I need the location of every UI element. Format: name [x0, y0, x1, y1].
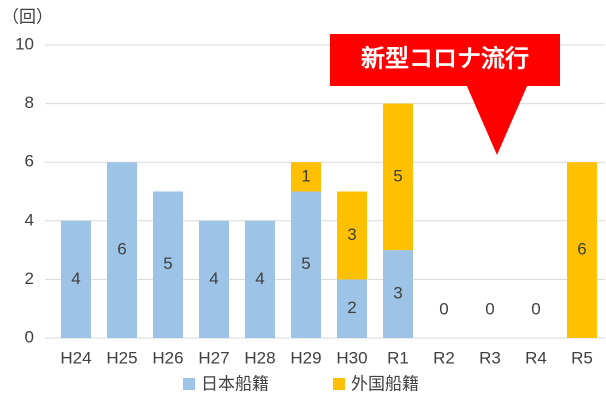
- legend-swatch: [333, 378, 345, 390]
- bar-segment: [291, 191, 321, 338]
- x-tick-label: H25: [106, 348, 137, 367]
- annotation-text: 新型コロナ流行: [361, 44, 529, 72]
- y-tick-label: 10: [15, 34, 34, 53]
- data-label: 0: [485, 299, 494, 318]
- data-label: 0: [439, 299, 448, 318]
- legend-swatch: [183, 378, 195, 390]
- data-label: 5: [301, 254, 310, 273]
- x-tick-label: R1: [387, 348, 409, 367]
- y-tick-label: 4: [25, 210, 34, 229]
- x-tick-label: H29: [290, 348, 321, 367]
- bar-segment: [383, 103, 413, 251]
- data-label: 4: [255, 269, 264, 288]
- bar-segment: [337, 191, 367, 280]
- y-tick-label: 8: [25, 93, 34, 112]
- bar-segment: [291, 162, 321, 192]
- data-label: 6: [577, 240, 586, 259]
- bar-segment: [337, 279, 367, 338]
- x-tick-label: H24: [60, 348, 91, 367]
- callout-box: [330, 34, 560, 86]
- data-label: 4: [209, 269, 218, 288]
- annotation: 新型コロナ流行: [330, 34, 560, 155]
- legend-label: 外国船籍: [351, 374, 419, 393]
- x-tick-label: R4: [525, 348, 547, 367]
- x-tick-label: H28: [244, 348, 275, 367]
- x-tick-label: H26: [152, 348, 183, 367]
- data-label: 5: [393, 166, 402, 185]
- data-label: 1: [301, 166, 310, 185]
- x-tick-label: R5: [571, 348, 593, 367]
- data-label: 2: [347, 298, 356, 317]
- data-label: 4: [71, 269, 80, 288]
- x-tick-label: H27: [198, 348, 229, 367]
- y-axis-label: （回）: [2, 7, 53, 26]
- bar-segment: [153, 191, 183, 338]
- bar-segment: [383, 250, 413, 338]
- y-tick-label: 6: [25, 152, 34, 171]
- bar-segment: [107, 162, 137, 338]
- legend-label: 日本船籍: [201, 374, 269, 393]
- bar-segment: [567, 162, 597, 338]
- data-label: 3: [393, 284, 402, 303]
- y-tick-label: 0: [25, 327, 34, 346]
- y-tick-label: 2: [25, 269, 34, 288]
- bar-segment: [199, 220, 229, 338]
- data-label: 3: [347, 225, 356, 244]
- data-label: 6: [117, 240, 126, 259]
- bar-segment: [245, 220, 275, 338]
- x-tick-label: H30: [336, 348, 367, 367]
- data-label: 5: [163, 254, 172, 273]
- bar-segment: [61, 220, 91, 338]
- x-tick-label: R2: [433, 348, 455, 367]
- data-label: 0: [531, 299, 540, 318]
- x-tick-label: R3: [479, 348, 501, 367]
- callout-pointer: [466, 84, 528, 155]
